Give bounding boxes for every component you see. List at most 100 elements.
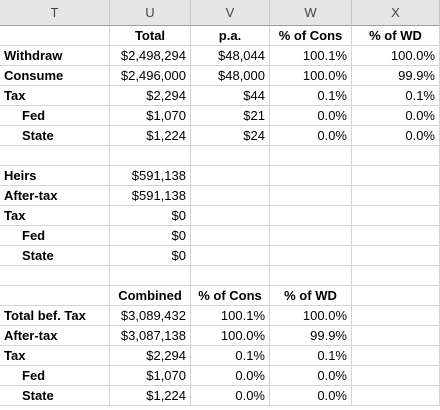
empty-cell[interactable] (352, 146, 440, 166)
empty-cell[interactable] (352, 386, 440, 406)
column-header-t[interactable]: T (0, 0, 110, 26)
pct-cons-cell[interactable]: 0.1% (191, 346, 270, 366)
header-combined[interactable]: Combined (110, 286, 191, 306)
row-label[interactable]: Tax (0, 86, 110, 106)
empty-cell[interactable] (352, 226, 440, 246)
row-label[interactable]: Total bef. Tax (0, 306, 110, 326)
empty-cell[interactable] (352, 346, 440, 366)
empty-cell[interactable] (352, 266, 440, 286)
row-label[interactable]: State (0, 246, 110, 266)
pct-wd-cell[interactable]: 100.0% (352, 46, 440, 66)
empty-cell[interactable] (352, 306, 440, 326)
empty-cell[interactable] (352, 366, 440, 386)
header-total[interactable]: Total (110, 26, 191, 46)
empty-cell[interactable] (270, 246, 352, 266)
empty-cell[interactable] (191, 206, 270, 226)
total-cell[interactable]: $0 (110, 206, 191, 226)
pct-cons-cell[interactable]: 0.0% (191, 386, 270, 406)
total-cell[interactable]: $2,496,000 (110, 66, 191, 86)
empty-cell[interactable] (352, 186, 440, 206)
empty-cell[interactable] (270, 186, 352, 206)
empty-cell[interactable] (110, 146, 191, 166)
pct-wd-cell[interactable]: 0.1% (270, 346, 352, 366)
pct-wd-cell[interactable]: 99.9% (352, 66, 440, 86)
row-label[interactable]: Heirs (0, 166, 110, 186)
pct-wd-cell[interactable]: 0.1% (352, 86, 440, 106)
pct-cons-cell[interactable]: 100.0% (270, 66, 352, 86)
empty-cell[interactable] (352, 166, 440, 186)
pct-wd-cell[interactable]: 100.0% (270, 306, 352, 326)
row-label[interactable]: Tax (0, 346, 110, 366)
empty-cell[interactable] (352, 326, 440, 346)
column-header-w[interactable]: W (270, 0, 352, 26)
combined-cell[interactable]: $1,070 (110, 366, 191, 386)
row-label[interactable]: After-tax (0, 326, 110, 346)
header-pct-cons[interactable]: % of Cons (191, 286, 270, 306)
empty-cell[interactable] (0, 26, 110, 46)
empty-cell[interactable] (0, 266, 110, 286)
empty-cell[interactable] (270, 206, 352, 226)
row-label[interactable]: Fed (0, 366, 110, 386)
row-label[interactable]: State (0, 126, 110, 146)
empty-cell[interactable] (191, 266, 270, 286)
combined-cell[interactable]: $2,294 (110, 346, 191, 366)
empty-cell[interactable] (191, 246, 270, 266)
empty-cell[interactable] (270, 146, 352, 166)
pct-cons-cell[interactable]: 100.1% (191, 306, 270, 326)
pa-cell[interactable]: $21 (191, 106, 270, 126)
header-pct-wd[interactable]: % of WD (270, 286, 352, 306)
pct-cons-cell[interactable]: 0.0% (270, 106, 352, 126)
combined-cell[interactable]: $1,224 (110, 386, 191, 406)
header-pct-cons[interactable]: % of Cons (270, 26, 352, 46)
empty-cell[interactable] (191, 146, 270, 166)
header-pct-wd[interactable]: % of WD (352, 26, 440, 46)
column-header-u[interactable]: U (110, 0, 191, 26)
column-header-x[interactable]: X (352, 0, 440, 26)
pct-wd-cell[interactable]: 0.0% (270, 366, 352, 386)
pa-cell[interactable]: $24 (191, 126, 270, 146)
column-header-v[interactable]: V (191, 0, 270, 26)
pct-wd-cell[interactable]: 99.9% (270, 326, 352, 346)
empty-cell[interactable] (270, 226, 352, 246)
total-cell[interactable]: $0 (110, 246, 191, 266)
empty-cell[interactable] (0, 286, 110, 306)
empty-cell[interactable] (191, 186, 270, 206)
empty-cell[interactable] (270, 166, 352, 186)
row-label[interactable]: Consume (0, 66, 110, 86)
pct-cons-cell[interactable]: 100.0% (191, 326, 270, 346)
empty-cell[interactable] (0, 146, 110, 166)
row-label[interactable]: State (0, 386, 110, 406)
pa-cell[interactable]: $44 (191, 86, 270, 106)
total-cell[interactable]: $2,294 (110, 86, 191, 106)
empty-cell[interactable] (191, 226, 270, 246)
total-cell[interactable]: $591,138 (110, 186, 191, 206)
pa-cell[interactable]: $48,044 (191, 46, 270, 66)
pa-cell[interactable]: $48,000 (191, 66, 270, 86)
total-cell[interactable]: $591,138 (110, 166, 191, 186)
empty-cell[interactable] (270, 266, 352, 286)
total-cell[interactable]: $1,070 (110, 106, 191, 126)
pct-wd-cell[interactable]: 0.0% (352, 126, 440, 146)
empty-cell[interactable] (110, 266, 191, 286)
empty-cell[interactable] (191, 166, 270, 186)
empty-cell[interactable] (352, 286, 440, 306)
row-label[interactable]: Fed (0, 106, 110, 126)
pct-wd-cell[interactable]: 0.0% (270, 386, 352, 406)
total-cell[interactable]: $1,224 (110, 126, 191, 146)
row-label[interactable]: Tax (0, 206, 110, 226)
pct-wd-cell[interactable]: 0.0% (352, 106, 440, 126)
empty-cell[interactable] (352, 206, 440, 226)
pct-cons-cell[interactable]: 0.0% (191, 366, 270, 386)
row-label[interactable]: Fed (0, 226, 110, 246)
empty-cell[interactable] (352, 246, 440, 266)
total-cell[interactable]: $2,498,294 (110, 46, 191, 66)
combined-cell[interactable]: $3,087,138 (110, 326, 191, 346)
combined-cell[interactable]: $3,089,432 (110, 306, 191, 326)
pct-cons-cell[interactable]: 0.1% (270, 86, 352, 106)
pct-cons-cell[interactable]: 100.1% (270, 46, 352, 66)
header-pa[interactable]: p.a. (191, 26, 270, 46)
row-label[interactable]: Withdraw (0, 46, 110, 66)
row-label[interactable]: After-tax (0, 186, 110, 206)
pct-cons-cell[interactable]: 0.0% (270, 126, 352, 146)
total-cell[interactable]: $0 (110, 226, 191, 246)
